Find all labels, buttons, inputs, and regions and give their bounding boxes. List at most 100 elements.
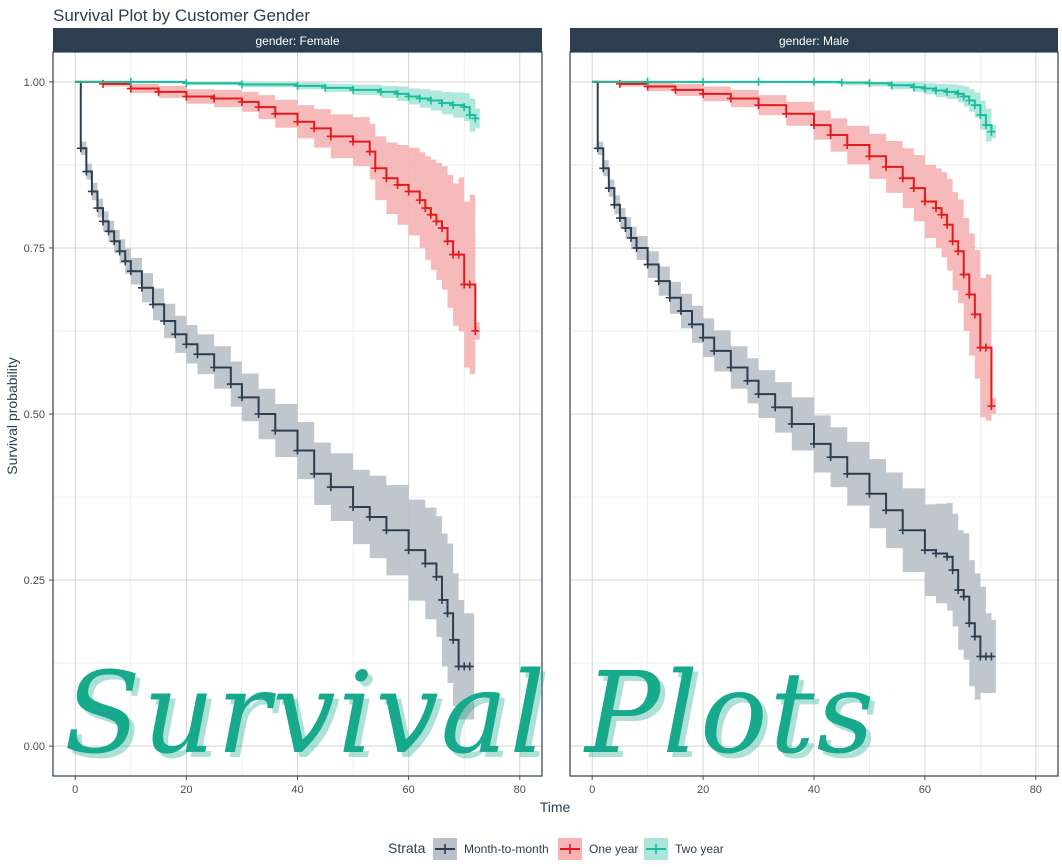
censor-mark (909, 83, 918, 92)
censor-mark (182, 79, 191, 88)
censor-mark (326, 483, 335, 492)
censor-mark (293, 446, 302, 455)
y-tick-label: 0.50 (24, 409, 45, 421)
censor-mark (465, 111, 474, 120)
censor-mark (787, 419, 796, 428)
censor-mark (937, 210, 946, 219)
censor-mark (621, 224, 630, 233)
confidence-band-month-to-month (75, 81, 475, 720)
censor-mark (437, 224, 446, 233)
x-tick-label: 20 (697, 784, 709, 796)
facet-strip (53, 28, 542, 52)
x-tick-label: 0 (72, 784, 78, 796)
censor-mark (965, 619, 974, 628)
legend: Strata Month-to-month One year Two year (388, 838, 724, 860)
censor-mark (437, 99, 446, 108)
facet-panel-1: gender: Male 0 20 40 60 80 (569, 28, 1059, 796)
censor-mark (865, 152, 874, 161)
censor-mark (632, 243, 641, 252)
censor-mark (826, 131, 835, 140)
censor-mark (920, 546, 929, 555)
censor-mark (87, 187, 96, 196)
censor-mark (182, 92, 191, 101)
censor-mark (443, 609, 452, 618)
censor-mark (726, 94, 735, 103)
censor-mark (754, 101, 763, 110)
censor-mark (121, 257, 130, 266)
x-tick-label: 80 (514, 784, 526, 796)
censor-mark (210, 94, 219, 103)
survival-plots-overlay: Survival Plots Survival Plots (64, 649, 879, 784)
censor-mark (426, 96, 435, 105)
censor-mark (959, 592, 968, 601)
censor-marks-one-year (99, 79, 480, 335)
censor-mark (865, 489, 874, 498)
censor-mark (865, 79, 874, 88)
legend-label: Two year (675, 842, 724, 856)
censor-mark (254, 410, 263, 418)
survival-line-one-year (592, 80, 993, 407)
legend-key-censor (651, 844, 661, 854)
censor-mark (449, 635, 458, 644)
censor-mark (810, 439, 818, 448)
legend-label: Month-to-month (464, 842, 549, 856)
censor-mark (987, 402, 996, 411)
censor-mark (959, 270, 968, 279)
censor-mark (643, 77, 652, 86)
censor-mark (404, 187, 413, 196)
x-tick-label: 60 (403, 784, 415, 796)
censor-mark (437, 595, 446, 604)
censor-mark (954, 247, 963, 256)
censor-marks-two-year (643, 77, 996, 136)
censor-marks-one-year (615, 79, 996, 411)
legend-label: One year (589, 842, 638, 856)
censor-mark (976, 111, 985, 120)
censor-mark (382, 174, 391, 183)
censor-mark (115, 247, 124, 256)
censor-mark (432, 572, 441, 581)
censor-mark (237, 97, 246, 106)
facet-strip (570, 28, 1058, 52)
censor-mark (837, 78, 846, 87)
censor-mark (93, 204, 102, 213)
censor-mark (688, 320, 696, 329)
x-tick-label: 40 (291, 784, 303, 796)
facet-strip-label: gender: Male (779, 34, 849, 48)
censor-mark (909, 184, 918, 193)
censor-mark (349, 137, 358, 146)
censor-mark (310, 124, 319, 133)
censor-mark (149, 300, 158, 309)
censor-mark (376, 87, 385, 96)
censor-mark (454, 250, 463, 259)
censor-mark (782, 109, 791, 118)
censor-mark (970, 632, 979, 641)
censor-mark (471, 114, 480, 123)
censor-mark (321, 83, 330, 92)
censor-mark (371, 164, 380, 173)
censor-mark (965, 96, 974, 105)
censor-mark (943, 220, 952, 229)
censor-mark (415, 196, 424, 205)
censor-mark (943, 87, 952, 96)
censor-mark (970, 101, 979, 110)
censor-mark (415, 94, 424, 103)
censor-mark (965, 290, 974, 299)
censor-mark (810, 77, 818, 86)
censor-mark (920, 84, 929, 93)
y-tick-label: 1.00 (24, 77, 45, 89)
censor-mark (643, 260, 652, 269)
censor-mark (393, 180, 402, 189)
censor-mark (615, 214, 624, 223)
legend-item-month-to-month: Month-to-month (433, 838, 549, 860)
censor-mark (699, 77, 708, 86)
censor-mark (627, 233, 635, 242)
legend-key-censor (565, 844, 575, 854)
censor-mark (887, 81, 896, 90)
facet-strip-label: gender: Female (255, 34, 339, 48)
censor-mark (882, 506, 891, 515)
censor-mark (421, 204, 430, 213)
censor-mark (593, 144, 602, 153)
censor-mark (699, 89, 708, 98)
censor-mark (104, 227, 113, 236)
censor-mark (981, 343, 990, 352)
